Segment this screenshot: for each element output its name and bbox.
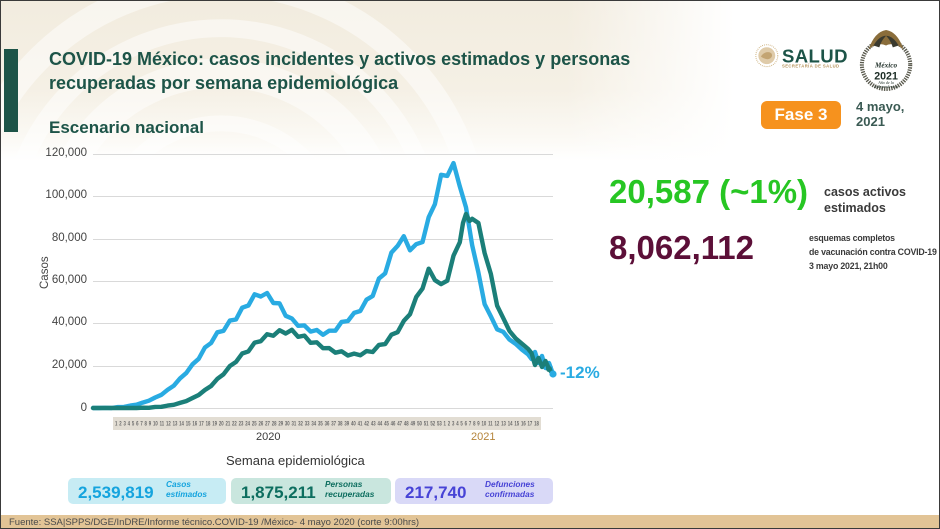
svg-text:México: México: [874, 62, 898, 70]
svg-text:SECRETARÍA DE SALUD: SECRETARÍA DE SALUD: [782, 63, 840, 68]
svg-text:Independencia: Independencia: [873, 84, 898, 89]
